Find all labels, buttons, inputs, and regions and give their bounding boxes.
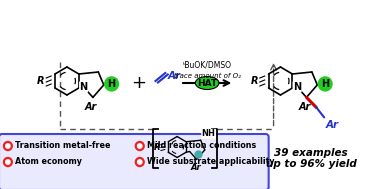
- Text: 39 examples: 39 examples: [274, 148, 348, 158]
- Text: Ar: Ar: [85, 102, 97, 112]
- Text: R: R: [37, 76, 44, 86]
- Text: Ar: Ar: [298, 102, 310, 112]
- Text: Mild reaction conditions: Mild reaction conditions: [147, 142, 256, 150]
- Text: NH: NH: [202, 129, 215, 138]
- Circle shape: [135, 142, 144, 150]
- Text: Ar: Ar: [167, 71, 181, 81]
- Circle shape: [135, 157, 144, 167]
- Text: R: R: [250, 76, 258, 86]
- Ellipse shape: [195, 77, 219, 90]
- Text: H: H: [108, 79, 116, 89]
- Circle shape: [6, 144, 10, 148]
- Text: up to 96% yield: up to 96% yield: [266, 159, 356, 169]
- Circle shape: [105, 77, 119, 91]
- Text: H: H: [321, 79, 329, 89]
- Text: HAT: HAT: [197, 78, 217, 88]
- Circle shape: [6, 160, 10, 164]
- Text: Ar: Ar: [190, 163, 201, 172]
- Text: Ar: Ar: [326, 120, 339, 130]
- Circle shape: [138, 160, 142, 164]
- Text: +: +: [131, 74, 146, 92]
- Text: ᵗBuOK/DMSO: ᵗBuOK/DMSO: [183, 60, 232, 69]
- FancyBboxPatch shape: [0, 134, 269, 189]
- Circle shape: [318, 77, 332, 91]
- Text: N: N: [293, 82, 301, 92]
- Text: Atom economy: Atom economy: [15, 157, 82, 167]
- Text: N: N: [80, 82, 88, 92]
- Circle shape: [3, 157, 12, 167]
- Text: Wide substrate applicability: Wide substrate applicability: [147, 157, 274, 167]
- Text: Transition metal-free: Transition metal-free: [15, 142, 110, 150]
- Circle shape: [138, 144, 142, 148]
- Circle shape: [3, 142, 12, 150]
- Text: R: R: [153, 143, 160, 152]
- Text: trace amount of O₂: trace amount of O₂: [174, 73, 241, 79]
